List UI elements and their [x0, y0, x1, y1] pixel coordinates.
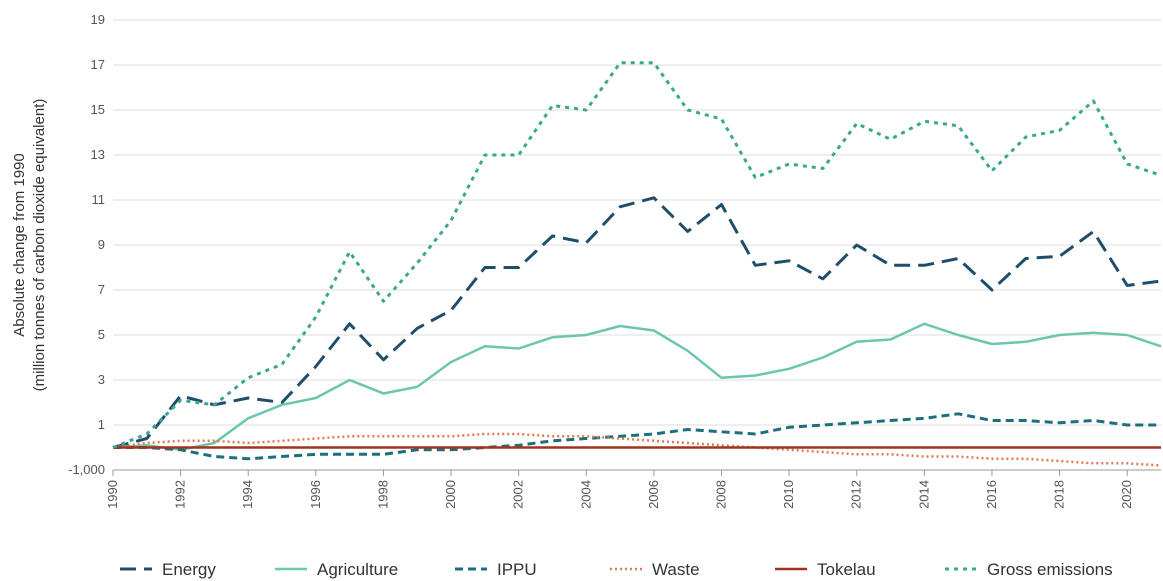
y-tick-label: 19	[91, 12, 105, 27]
legend-label: Waste	[652, 560, 700, 579]
y-tick-label: 7	[98, 282, 105, 297]
x-tick-label: 2016	[984, 480, 999, 509]
x-tick-label: 2010	[781, 480, 796, 509]
y-axis-title: (million tonnes of carbon dioxide equiva…	[31, 99, 48, 392]
y-tick-label: 9	[98, 237, 105, 252]
series-line	[112, 322, 1162, 452]
series-line	[113, 412, 1161, 461]
legend-label: Tokelau	[817, 560, 876, 579]
x-tick-label: 1990	[105, 480, 120, 509]
y-tick-label: 17	[91, 57, 105, 72]
y-tick-label: -1,000	[68, 462, 105, 477]
x-tick-label: 1996	[308, 480, 323, 509]
x-tick-label: 1998	[375, 480, 390, 509]
x-tick-label: 2012	[849, 480, 864, 509]
y-tick-label: 11	[92, 192, 106, 207]
x-tick-label: 2018	[1052, 480, 1067, 509]
x-tick-label: 1992	[173, 480, 188, 509]
x-tick-label: 2004	[578, 480, 593, 509]
legend-label: Energy	[162, 560, 216, 579]
x-tick-label: 2000	[443, 480, 458, 509]
legend-item: Gross emissions	[945, 560, 1113, 579]
legend-item: IPPU	[455, 560, 537, 579]
x-tick-label: 2020	[1119, 480, 1134, 509]
legend-label: IPPU	[497, 560, 537, 579]
y-tick-label: 1	[98, 417, 105, 432]
y-tick-label: 3	[98, 372, 105, 387]
y-tick-label: 15	[91, 102, 105, 117]
x-tick-label: 2002	[511, 480, 526, 509]
y-tick-label: 13	[91, 147, 105, 162]
legend-item: Energy	[120, 560, 216, 579]
series-line	[112, 432, 1162, 467]
legend-label: Gross emissions	[987, 560, 1113, 579]
y-axis-title: Absolute change from 1990	[11, 153, 28, 336]
x-tick-label: 2014	[916, 480, 931, 509]
legend-item: Tokelau	[775, 560, 876, 579]
legend-label: Agriculture	[317, 560, 398, 579]
series-line	[112, 61, 1162, 449]
series-line	[112, 196, 1162, 449]
x-tick-label: 2008	[714, 480, 729, 509]
x-tick-label: 2006	[646, 480, 661, 509]
legend-item: Agriculture	[275, 560, 398, 579]
y-tick-label: 5	[98, 327, 105, 342]
legend-item: Waste	[610, 560, 700, 579]
x-tick-label: 1994	[240, 480, 255, 509]
